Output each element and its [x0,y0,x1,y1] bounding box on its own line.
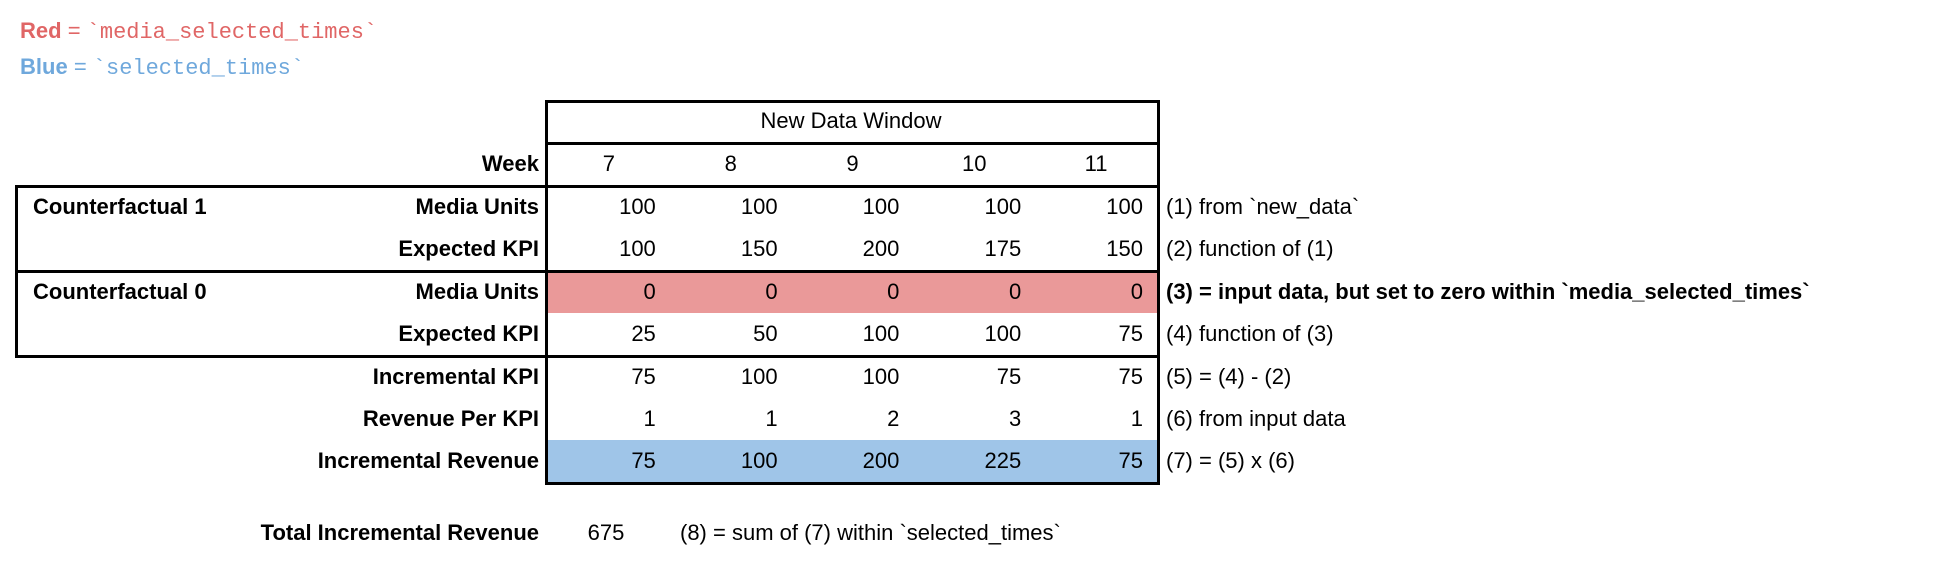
table-row: 1 1 2 3 1 [548,398,1157,439]
legend-red-line: Red = `media_selected_times` [20,14,377,50]
table-row: 100 100 100 100 100 [548,186,1157,227]
data-cell: 75 [1118,363,1143,389]
data-cell: 2 [887,405,900,431]
data-cell: 225 [984,447,1022,473]
legend-red-label: Red [20,18,62,43]
data-cell: 100 [619,235,656,261]
data-cell: 100 [1106,193,1143,219]
row-annotation-7: (7) = (5) x (6) [1166,447,1295,473]
table-border-under-window-header [545,142,1160,145]
data-cell: 50 [753,320,778,346]
data-cell: 0 [1130,278,1143,304]
data-cell: 100 [740,447,778,473]
legend-blue-line: Blue = `selected_times` [20,50,377,86]
data-cell: 150 [1106,235,1143,261]
legend-blue-label: Blue [20,54,68,79]
data-cell: 1 [765,405,778,431]
row-label-revenue-per-kpi: Revenue Per KPI [362,405,539,431]
table-border-left [15,185,18,358]
row-annotation-1: (1) from `new_data` [1166,193,1360,219]
data-cell: 200 [862,235,900,261]
data-cell: 75 [1118,320,1143,346]
data-cell: 100 [984,193,1022,219]
row-label-incremental-revenue: Incremental Revenue [317,447,539,473]
row-annotation-6: (6) from input data [1166,405,1346,431]
data-cell: 75 [996,363,1022,389]
group-label-counterfactual-0: Counterfactual 0 [33,278,207,304]
data-cell: 100 [862,363,900,389]
data-cell: 0 [643,278,656,304]
group-label-counterfactual-1: Counterfactual 1 [33,193,207,219]
data-cell: 100 [862,320,900,346]
table-row: 100 150 200 175 150 [548,228,1157,269]
data-cell: 175 [984,235,1022,261]
table-border-bottom [545,482,1160,485]
week-label: Week [481,150,539,176]
table-row: 75 100 100 75 75 [548,356,1157,397]
data-cell: 75 [631,363,656,389]
row-annotation-3: (3) = input data, but set to zero within… [1166,278,1810,304]
row-label-expected-kpi-cf0: Expected KPI [398,320,539,346]
row-annotation-2: (2) function of (1) [1166,235,1334,261]
summary-label: Total Incremental Revenue [260,520,539,545]
week-header-cell: 9 [846,150,859,176]
legend-red-code: `media_selected_times` [86,20,378,45]
data-cell: 3 [1008,405,1022,431]
row-label-incremental-kpi: Incremental KPI [372,363,539,389]
table-row: 25 50 100 100 75 [548,313,1157,354]
table-border-top [545,100,1160,103]
summary-annotation: (8) = sum of (7) within `selected_times` [680,520,1061,545]
row-label-expected-kpi-cf1: Expected KPI [398,235,539,261]
table-row-highlight-blue: 75 100 200 225 75 [548,440,1157,481]
data-cell: 75 [631,447,656,473]
databox-border-left [545,100,548,485]
red-highlight-fill [548,272,1157,313]
row-annotation-4: (4) function of (3) [1166,320,1334,346]
table-border-cf-divider [15,270,1160,273]
data-cell: 0 [887,278,900,304]
databox-border-right [1157,100,1160,485]
blue-highlight-fill [548,440,1157,482]
data-cell: 0 [1008,278,1022,304]
row-label-media-units-cf1: Media Units [415,193,539,219]
data-cell: 100 [862,193,900,219]
week-header-cell: 8 [724,150,737,176]
legend-blue-code: `selected_times` [92,56,305,81]
legend: Red = `media_selected_times` Blue = `sel… [20,14,377,86]
row-label-media-units-cf0: Media Units [415,278,539,304]
data-cell: 100 [619,193,656,219]
week-header-row: 7 8 9 10 11 [548,143,1157,184]
data-cell: 150 [740,235,778,261]
table-row-highlight-red: 0 0 0 0 0 [548,271,1157,312]
table-border-under-week-row [15,185,1160,188]
legend-red-equals: = [67,18,81,43]
week-header-cell: 7 [602,150,616,176]
week-header-cell: 11 [1084,150,1108,176]
new-data-window-header: New Data Window [760,108,942,133]
week-header-cell: 10 [962,150,987,176]
data-cell: 25 [631,320,656,346]
legend-blue-equals: = [73,54,87,79]
table-border-cf0-bottom [15,355,1160,358]
row-annotation-5: (5) = (4) - (2) [1166,363,1292,389]
data-cell: 1 [1130,405,1143,431]
data-cell: 100 [740,193,778,219]
data-cell: 100 [984,320,1022,346]
data-cell: 1 [643,405,656,431]
data-cell: 100 [740,363,778,389]
data-cell: 200 [862,447,900,473]
summary-value: 675 [587,520,625,545]
data-cell: 75 [1118,447,1143,473]
data-cell: 0 [765,278,778,304]
